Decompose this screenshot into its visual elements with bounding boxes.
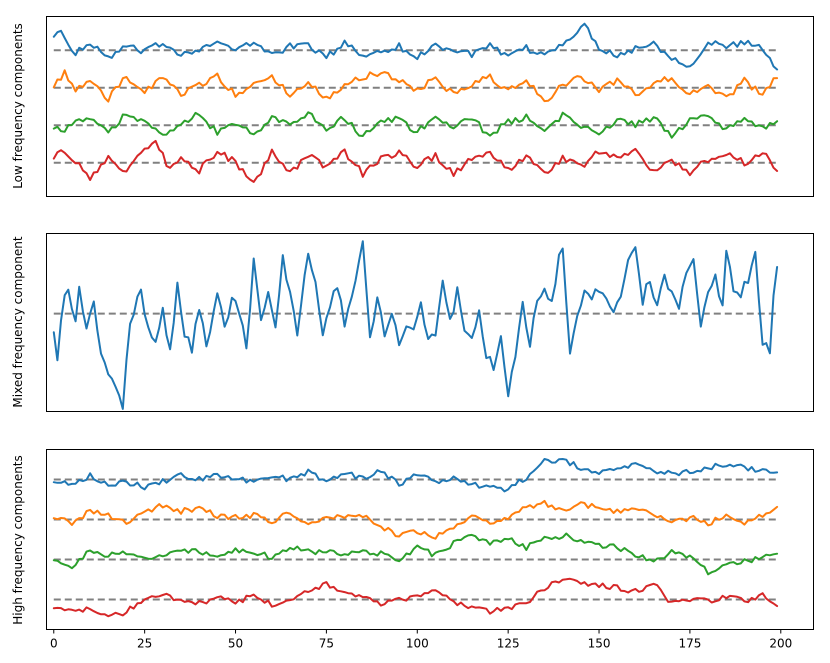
panel-bottom-ylabel: High frequency components [11, 455, 25, 625]
panel-middle-ylabel: Mixed frequency component [11, 236, 25, 407]
x-tick-label-50: 50 [228, 637, 243, 651]
panel-middle-frame [46, 233, 814, 412]
x-tick-label-175: 175 [678, 637, 701, 651]
x-tick-label-100: 100 [406, 637, 429, 651]
panel-top-plot [52, 22, 779, 183]
x-tick-label-150: 150 [588, 637, 611, 651]
panel-bottom-series-3 [52, 577, 779, 618]
panel-bottom-series-1 [52, 499, 779, 540]
panel-middle-plot [52, 240, 779, 410]
x-tick-label-0: 0 [50, 637, 58, 651]
panel-top-series-0 [52, 22, 779, 71]
panel-top-frame [46, 16, 814, 197]
x-axis-ticks: 0 25 50 75 100 125 150 175 200 [50, 629, 792, 651]
panel-high-frequency: High frequency components 0 25 50 75 100 125 1… [11, 449, 814, 651]
panel-bottom-series-2 [52, 532, 779, 576]
panel-bottom-plot [52, 458, 779, 618]
panel-top-ylabel: Low frequency components [11, 23, 25, 189]
panel-top-series-2 [52, 111, 779, 139]
panel-bottom-series-0 [52, 458, 779, 493]
panel-middle-series-0 [52, 240, 779, 410]
x-tick-label-25: 25 [137, 637, 152, 651]
panel-top-series-3 [52, 139, 779, 183]
x-tick-label-200: 200 [769, 637, 792, 651]
panel-mixed-frequency: Mixed frequency component [11, 233, 814, 412]
panel-low-frequency: Low frequency components [11, 16, 814, 197]
x-tick-label-125: 125 [497, 637, 520, 651]
panel-top-series-1 [52, 69, 779, 103]
panel-bottom-frame [46, 449, 814, 630]
x-tick-label-75: 75 [319, 637, 334, 651]
